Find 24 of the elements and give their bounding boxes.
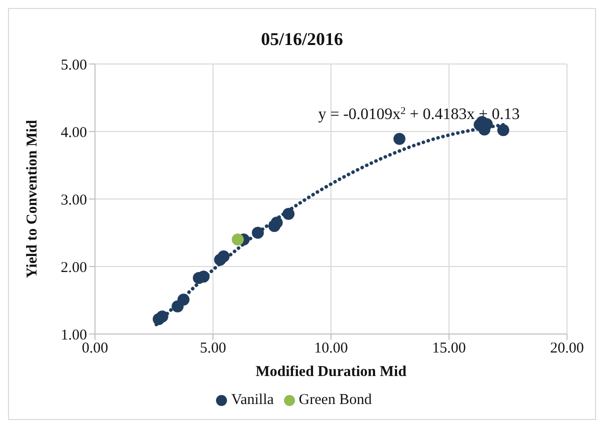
legend-label: Green Bond [298, 392, 372, 408]
chart-title: 05/16/2016 [260, 29, 344, 49]
y-tick-label: 4.00 [60, 124, 87, 141]
x-tick-label: 0.00 [82, 340, 108, 357]
x-tick-label: 20.00 [550, 340, 584, 357]
x-tick-label: 15.00 [432, 340, 466, 357]
point [178, 294, 190, 306]
point [270, 216, 283, 229]
point [282, 208, 295, 220]
x-tick-label: 5.00 [200, 340, 226, 357]
point [393, 132, 406, 145]
x-axis-title: Modified Duration Mid [256, 364, 408, 380]
point [218, 250, 230, 262]
y-tick-label: 1.00 [60, 327, 87, 344]
point [497, 124, 510, 136]
point [156, 310, 168, 322]
y-axis-title: Yield to Convention Mid [24, 119, 40, 278]
point [232, 234, 244, 246]
legend-label: Vanilla [231, 392, 274, 408]
y-tick-label: 3.00 [60, 192, 87, 208]
x-tick-label: 10.00 [314, 340, 348, 357]
y-tick-label: 5.00 [60, 57, 87, 74]
point [252, 226, 264, 239]
y-tick-label: 2.00 [60, 260, 87, 276]
